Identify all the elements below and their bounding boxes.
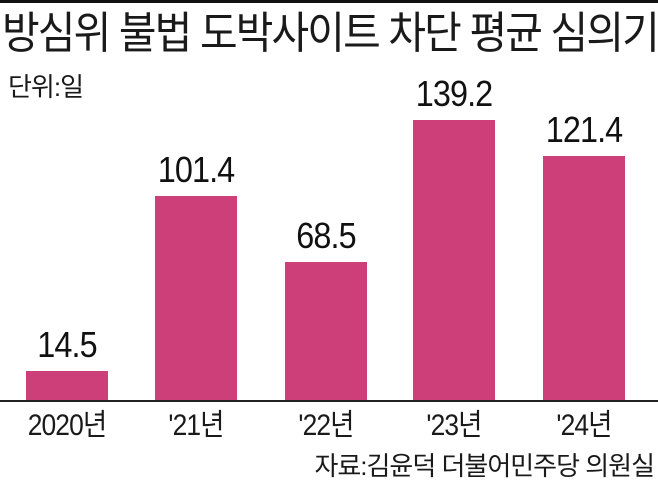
value-label: 14.5 (37, 324, 97, 365)
bar-2 (285, 262, 367, 400)
top-rule (0, 0, 658, 3)
x-axis-baseline (0, 400, 658, 402)
value-label: 101.4 (157, 149, 235, 190)
bar-3 (413, 120, 495, 400)
source-note: 자료:김윤덕 더불어민주당 의원실 (314, 451, 655, 481)
bar-1 (155, 196, 237, 400)
chart-title: 방심위 불법 도박사이트 차단 평균 심의기간 (2, 9, 658, 58)
x-tick-label: '23년 (426, 409, 482, 442)
bar-0 (26, 371, 108, 400)
x-tick-label: '22년 (298, 409, 354, 442)
x-tick-label: 2020년 (27, 409, 108, 442)
x-tick-label: '24년 (556, 409, 612, 442)
unit-label: 단위:일 (8, 72, 84, 102)
value-label: 68.5 (296, 215, 356, 256)
value-label: 121.4 (545, 109, 623, 150)
bar-4 (543, 156, 625, 400)
value-label: 139.2 (415, 73, 493, 114)
x-tick-label: '21년 (168, 409, 224, 442)
